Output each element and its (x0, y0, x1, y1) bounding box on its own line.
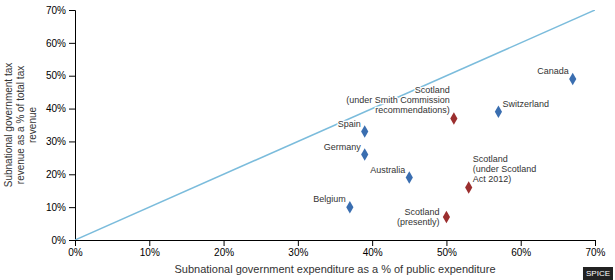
tick: 0% (68, 240, 83, 258)
tick: 60% (46, 38, 75, 49)
point-label: Germany (324, 142, 362, 152)
point-label-line: Scotland (404, 207, 439, 217)
x-axis: 0% 10% 20% 30% 40% 50% 60% 70% (68, 240, 605, 258)
point-label: Scotland(presently) (397, 207, 440, 227)
point-label-line: (under Smith Commission (346, 95, 450, 105)
tick: 10% (140, 240, 160, 258)
tick-label: 40% (363, 247, 383, 258)
tick-label: 60% (511, 247, 531, 258)
point-label: Scotland(under ScotlandAct 2012) (473, 154, 537, 184)
point-label: Belgium (313, 194, 346, 204)
tick: 70% (46, 5, 75, 16)
point-label: Spain (338, 119, 361, 129)
point-label: Canada (537, 66, 569, 76)
tick-mark (69, 240, 75, 241)
tick-mark (69, 174, 75, 175)
tick: 20% (214, 240, 234, 258)
tick-label: 50% (437, 247, 457, 258)
tick: 40% (363, 240, 383, 258)
tick-label: 40% (46, 103, 66, 114)
x-axis-title: Subnational government expenditure as a … (174, 263, 495, 275)
y-axis-title-line: Subnational government tax (3, 63, 14, 188)
tick: 60% (511, 240, 531, 258)
tick-mark (446, 240, 447, 246)
watermark: SPICE (583, 267, 613, 280)
tick-mark (69, 141, 75, 142)
tick-label: 10% (46, 202, 66, 213)
tick-mark (69, 10, 75, 11)
tick-mark (298, 240, 299, 246)
point-label: Switzerland (502, 99, 549, 109)
point (361, 125, 368, 137)
tick-label: 20% (46, 169, 66, 180)
point-label-line: Germany (324, 142, 362, 152)
point-label-line: Scotland (473, 154, 508, 164)
point-label-line: Belgium (313, 194, 346, 204)
y-axis: 0% 10% 20% 30% 40% 50% 60% 70% (46, 5, 76, 246)
tick: 0% (52, 235, 75, 246)
point (443, 211, 450, 223)
point (495, 106, 502, 118)
tick: 30% (46, 136, 75, 147)
tick-label: 70% (46, 5, 66, 16)
axis-line (69, 11, 76, 241)
tick-label: 10% (140, 247, 160, 258)
tick: 70% (585, 240, 605, 258)
tick-label: 50% (46, 70, 66, 81)
tick: 40% (46, 103, 75, 114)
point (450, 112, 457, 124)
point-label-line: recommendations) (375, 105, 450, 115)
point-labels: Belgium Germany Spain Australia Switzerland C… (313, 66, 568, 227)
point-label-line: Australia (370, 165, 405, 175)
tick-mark (149, 240, 150, 246)
tick: 30% (288, 240, 308, 258)
point-label-line: Spain (338, 119, 361, 129)
point-label-line: Switzerland (502, 99, 549, 109)
tick-mark (69, 207, 75, 208)
point-label-line: (presently) (397, 217, 440, 227)
watermark-text: SPICE (586, 269, 610, 278)
y-axis-title: Subnational government taxrevenue as a %… (3, 63, 38, 188)
point-label-line: Scotland (415, 85, 450, 95)
point-label-line: Act 2012) (473, 174, 512, 184)
tick-label: 20% (214, 247, 234, 258)
point (406, 171, 413, 183)
tick-label: 60% (46, 38, 66, 49)
reference-line (75, 10, 595, 240)
plot: 0% 10% 20% 30% 40% 50% 60% 70% 0% 10% 20% 30% 40% 50%… (46, 5, 606, 258)
y-axis-title-line: revenue (27, 106, 38, 143)
tick: 50% (437, 240, 457, 258)
tick-mark (521, 240, 522, 246)
tick-mark (69, 43, 75, 44)
tick: 20% (46, 169, 75, 180)
tick-mark (372, 240, 373, 246)
point (465, 181, 472, 193)
tick-label: 30% (288, 247, 308, 258)
tick-label: 30% (46, 136, 66, 147)
chart: 0% 10% 20% 30% 40% 50% 60% 70% 0% 10% 20% 30% 40% 50%… (0, 0, 615, 280)
axis-line (76, 241, 596, 247)
tick: 10% (46, 202, 75, 213)
marks (75, 10, 595, 240)
point (569, 73, 576, 85)
point-label-line: Canada (537, 66, 569, 76)
point-label: Scotland(under Smith Commissionrecommend… (346, 85, 450, 115)
tick-mark (595, 240, 596, 246)
point-label: Australia (370, 165, 405, 175)
point-label-line: (under Scotland (473, 164, 537, 174)
tick-label: 0% (68, 247, 83, 258)
tick-mark (224, 240, 225, 246)
watermark-box (583, 267, 613, 280)
tick-mark (69, 109, 75, 110)
tick: 50% (46, 70, 75, 81)
tick-label: 0% (52, 235, 67, 246)
tick-label: 70% (585, 247, 605, 258)
point (346, 201, 353, 213)
tick-mark (69, 76, 75, 77)
point (361, 148, 368, 160)
y-axis-title-line: revenue as a % of total tax (15, 66, 26, 184)
